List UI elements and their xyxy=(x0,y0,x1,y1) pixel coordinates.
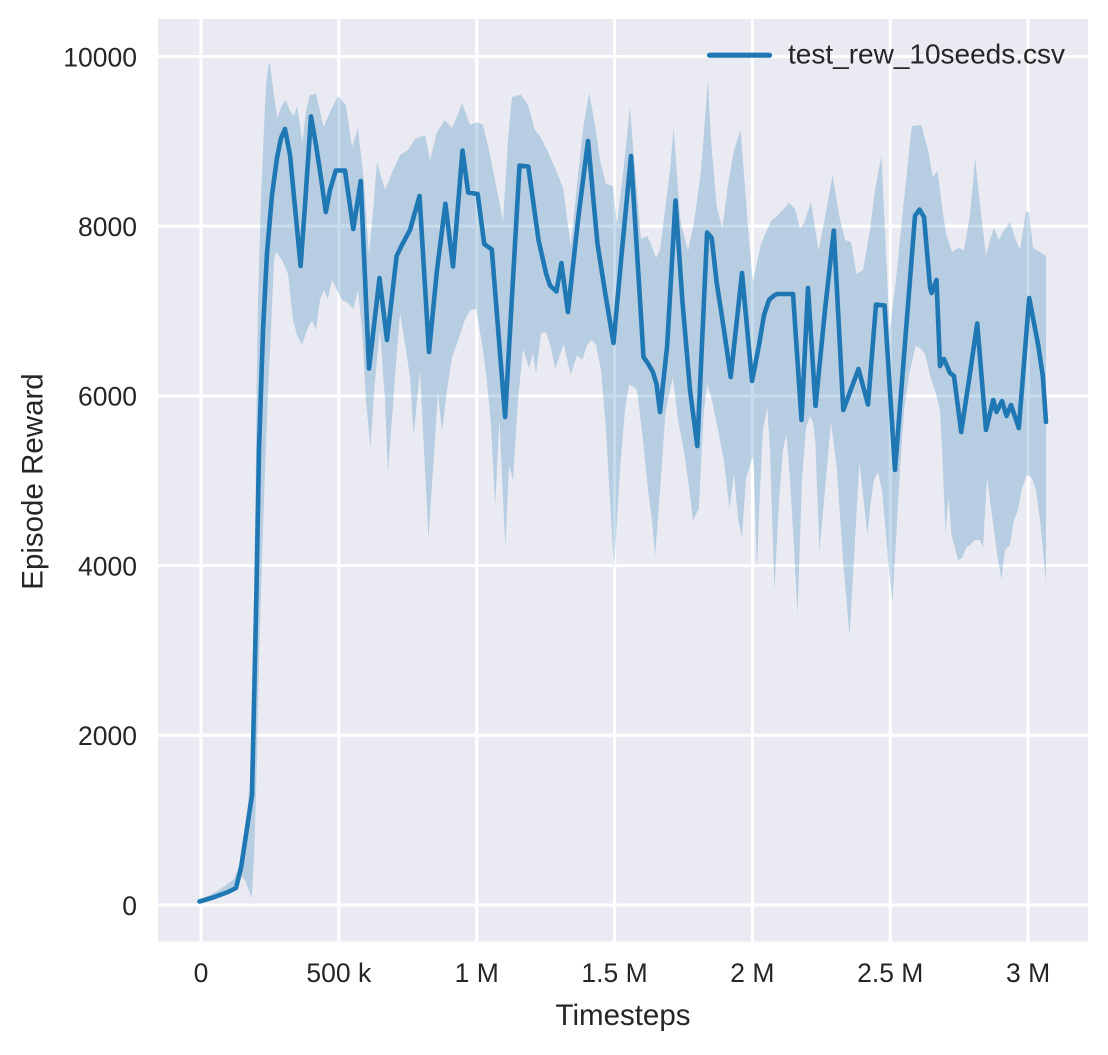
svg-text:2 M: 2 M xyxy=(730,958,774,988)
svg-text:1.5 M: 1.5 M xyxy=(581,958,647,988)
svg-text:0: 0 xyxy=(194,958,209,988)
svg-text:0: 0 xyxy=(122,891,137,921)
svg-text:2000: 2000 xyxy=(78,721,137,751)
svg-text:10000: 10000 xyxy=(63,42,137,72)
svg-text:3 M: 3 M xyxy=(1006,958,1050,988)
svg-text:500 k: 500 k xyxy=(306,958,372,988)
svg-text:4000: 4000 xyxy=(78,551,137,581)
svg-text:6000: 6000 xyxy=(78,382,137,412)
svg-text:1 M: 1 M xyxy=(455,958,499,988)
svg-text:2.5 M: 2.5 M xyxy=(857,958,923,988)
svg-text:test_rew_10seeds.csv: test_rew_10seeds.csv xyxy=(788,39,1065,70)
svg-text:8000: 8000 xyxy=(78,212,137,242)
svg-text:Timesteps: Timesteps xyxy=(556,999,691,1032)
svg-text:Episode Reward: Episode Reward xyxy=(17,373,50,589)
